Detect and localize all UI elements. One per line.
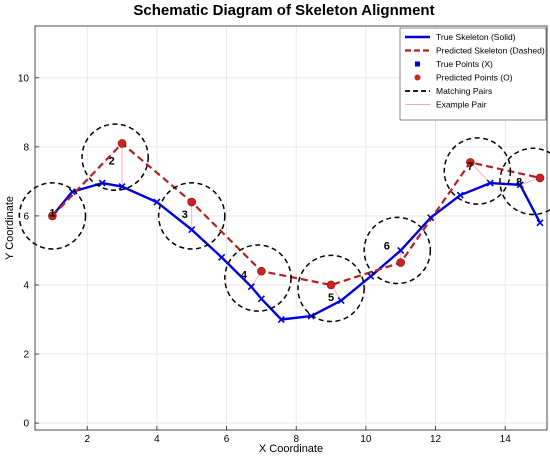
x-tick-label: 14 [500, 434, 512, 445]
matching-pair-label: 1 [49, 207, 55, 219]
true-point-stroke [118, 182, 126, 191]
predicted-point-marker [187, 197, 197, 207]
y-tick-label: 0 [23, 419, 29, 430]
true-point-marker [427, 214, 435, 222]
true-point-marker [486, 179, 494, 187]
true-point-stroke [153, 198, 161, 206]
true-point-stroke [427, 214, 435, 222]
y-axis-ticks: 0 2 4 6 8 10 [18, 73, 39, 430]
true-point-stroke [367, 272, 375, 280]
x-tick-label: 4 [154, 434, 160, 445]
matching-pair-label: 3 [182, 209, 188, 221]
true-point-stroke [218, 253, 226, 261]
legend-label: Predicted Points (O) [436, 73, 513, 83]
legend-label: True Skeleton (Solid) [436, 32, 516, 42]
matching-pair-circles: 1 2 3 4 5 6 7 8 [18, 123, 550, 323]
true-point-marker [98, 179, 106, 187]
predicted-point-marker [257, 266, 266, 276]
x-tick-label: 8 [293, 434, 299, 445]
true-point-marker [68, 188, 76, 196]
matching-pair-circle [157, 182, 226, 250]
matching-pair-label: 4 [241, 270, 248, 282]
true-point-stroke [247, 283, 255, 291]
y-tick-label: 8 [23, 142, 29, 153]
legend-label: Example Pair [436, 100, 487, 110]
true-point-stroke [68, 188, 76, 196]
y-axis-label: Y Coordinate [4, 196, 16, 260]
predicted-point-marker [535, 173, 545, 183]
matching-pair-circle [363, 216, 432, 285]
true-point-marker [257, 295, 265, 303]
matching-pair-circle [81, 123, 149, 192]
true-point-stroke [307, 312, 315, 320]
x-tick-label: 6 [224, 434, 230, 445]
predicted-skeleton-polyline [51, 141, 541, 287]
legend-swatch-predicted-points [414, 74, 421, 81]
true-point-marker [307, 312, 315, 320]
matching-pair-label: 2 [109, 156, 115, 168]
true-point-stroke [536, 219, 544, 227]
legend-swatch-true-points [415, 61, 420, 67]
true-point-marker [247, 283, 255, 291]
y-tick-label: 6 [23, 211, 29, 222]
y-tick-label: 10 [18, 73, 30, 84]
true-point-stroke [98, 179, 106, 187]
matching-pair-circle [297, 254, 365, 323]
predicted-point-marker [466, 158, 475, 167]
example-pair-connector [470, 162, 491, 184]
legend-label: True Points (X) [436, 59, 493, 69]
true-point-stroke [486, 179, 494, 187]
true-point-marker [277, 315, 285, 324]
x-axis-ticks: 2 4 6 8 10 12 14 [84, 426, 511, 445]
predicted-point-marker [396, 258, 406, 267]
true-point-marker [188, 226, 196, 234]
matching-pair-label: 7 [467, 161, 473, 173]
y-tick-label: 4 [23, 280, 29, 291]
x-tick-label: 10 [360, 434, 372, 445]
legend: True Skeleton (Solid) Predicted Skeleton … [399, 27, 547, 121]
true-point-stroke [188, 226, 196, 234]
matching-pair-label: 5 [328, 292, 334, 304]
true-point-marker [218, 253, 226, 261]
true-point-stroke [257, 295, 265, 303]
chart-title: Schematic Diagram of Skeleton Alignment [133, 2, 434, 19]
matching-pair-label: 8 [516, 176, 522, 188]
matching-pair-circle [224, 244, 292, 312]
true-point-stroke [337, 296, 345, 305]
true-point-stroke [277, 315, 285, 324]
x-tick-label: 12 [430, 434, 442, 445]
true-point-marker [516, 181, 524, 189]
matching-pair-circle [18, 182, 87, 250]
predicted-skeleton-line [51, 141, 541, 287]
x-axis-label: X Coordinate [259, 443, 323, 455]
true-point-marker [367, 272, 375, 280]
true-point-marker [337, 296, 345, 305]
x-tick-label: 2 [84, 434, 90, 445]
y-tick-label: 2 [23, 350, 29, 361]
matching-pair-label: 6 [384, 240, 390, 252]
predicted-point-marker [117, 139, 127, 148]
matching-pair-circle [499, 147, 550, 216]
plot-frame [34, 25, 548, 431]
true-point-stroke [516, 181, 524, 189]
predicted-point-marker [48, 211, 57, 221]
legend-label: Matching Pairs [436, 86, 492, 96]
true-point-marker [153, 198, 161, 206]
true-point-stroke [397, 246, 405, 255]
legend-label: Predicted Skeleton (Dashed) [436, 46, 545, 56]
predicted-points [48, 139, 545, 290]
true-point-marker [397, 246, 405, 255]
predicted-point-marker [326, 280, 336, 290]
true-point-marker [536, 219, 544, 227]
matching-pair-circle [443, 137, 512, 205]
